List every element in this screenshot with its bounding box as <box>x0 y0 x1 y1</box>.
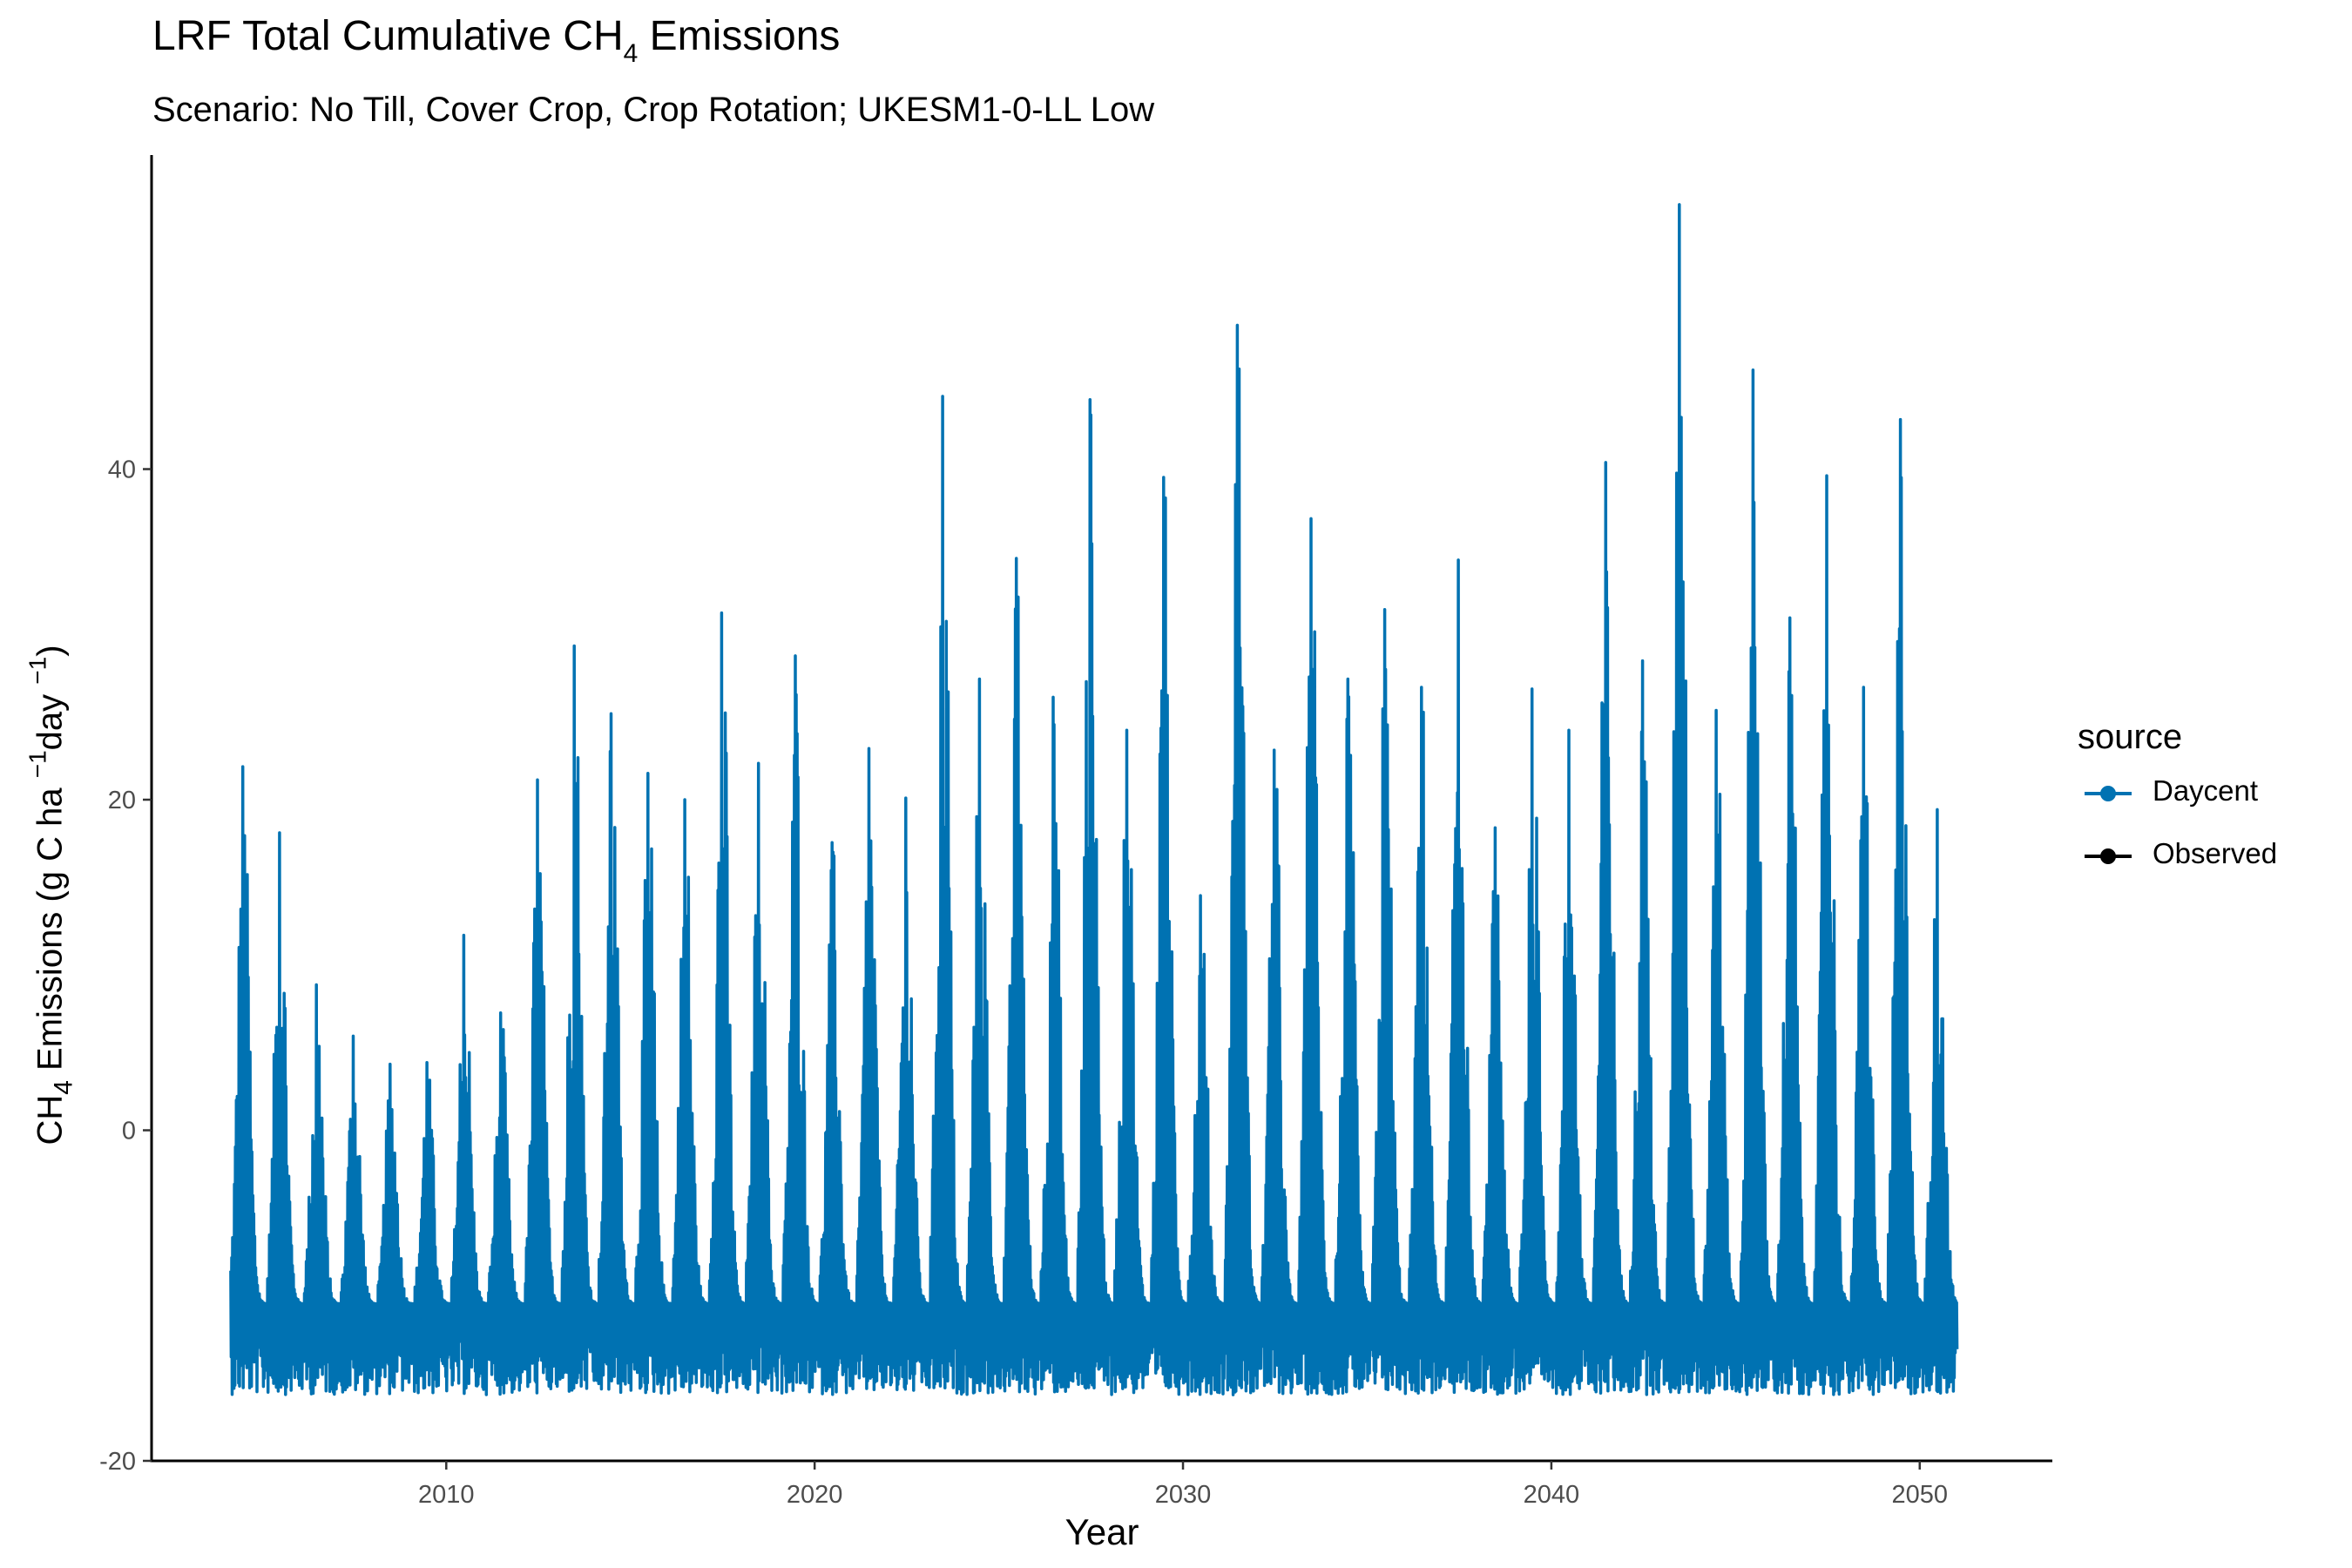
y-tick-label-40: 40 <box>108 456 136 484</box>
y-tick-label--20: -20 <box>99 1448 136 1476</box>
legend: source Daycent Observed <box>2078 718 2277 900</box>
y-axis-label: CH4 Emissions (g C ha −1day −1) <box>24 645 78 1146</box>
title-subscript: 4 <box>623 39 639 68</box>
legend-label-observed: Observed <box>2153 837 2278 869</box>
x-tick-label-2020: 2020 <box>787 1481 843 1509</box>
x-tick-label-2030: 2030 <box>1155 1481 1212 1509</box>
y-tick-label-20: 20 <box>108 787 136 814</box>
chart-subtitle: Scenario: No Till, Cover Crop, Crop Rota… <box>152 91 1155 129</box>
legend-label-daycent: Daycent <box>2153 774 2259 807</box>
series-layer <box>229 203 1959 1396</box>
legend-key-observed <box>2078 841 2139 872</box>
x-tick-label-2040: 2040 <box>1524 1481 1580 1509</box>
x-tick-label-2050: 2050 <box>1892 1481 1949 1509</box>
legend-key-daycent <box>2078 778 2139 809</box>
series-line-daycent <box>229 203 1959 1396</box>
x-tick-label-2010: 2010 <box>418 1481 475 1509</box>
y-tick-label-0: 0 <box>122 1118 136 1146</box>
chart-title: LRF Total Cumulative CH4 Emissions <box>152 13 841 68</box>
legend-item-observed: Observed <box>2078 837 2277 900</box>
x-axis-label: Year <box>1064 1511 1139 1552</box>
legend-item-daycent: Daycent <box>2078 774 2258 837</box>
legend-title: source <box>2078 718 2183 756</box>
